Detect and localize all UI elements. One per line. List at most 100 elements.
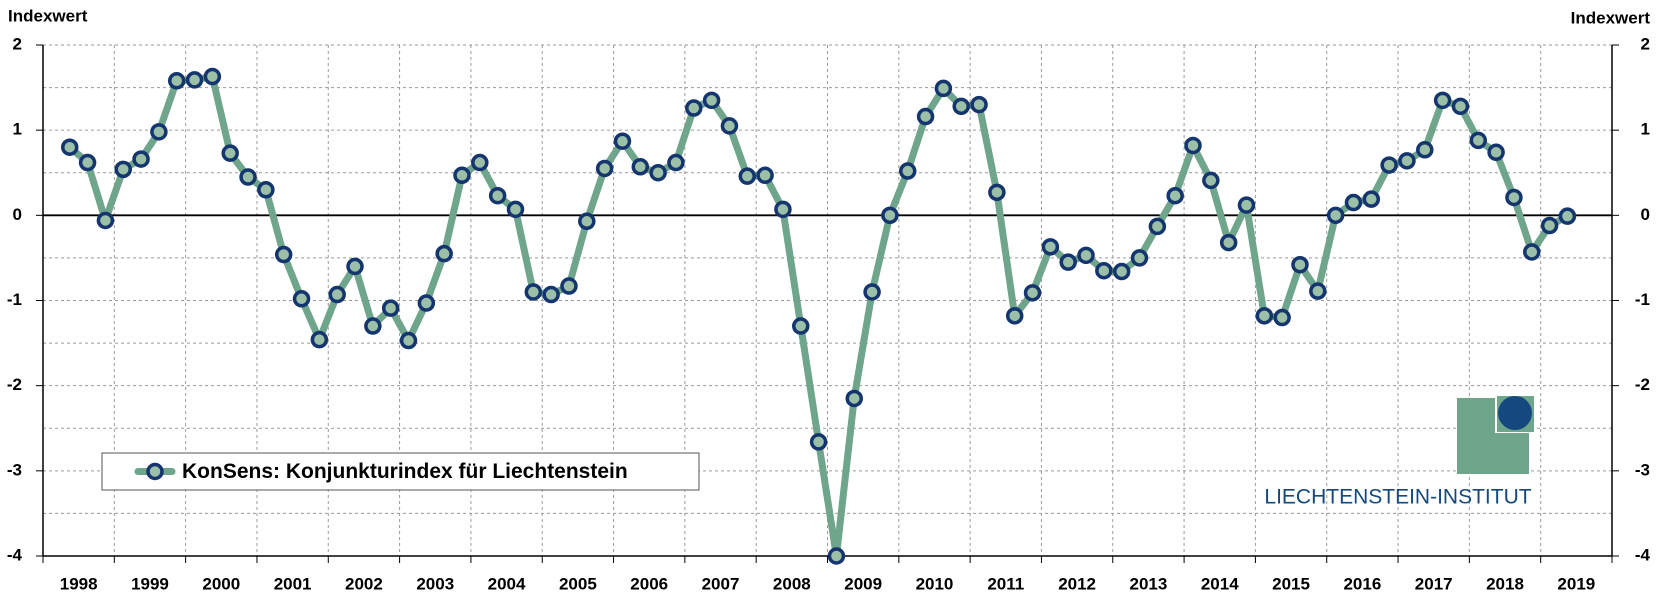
data-point: [1540, 216, 1559, 235]
data-point: [970, 95, 988, 114]
data-point: [257, 181, 275, 199]
x-tick-label: 2004: [488, 574, 526, 593]
x-tick-label: 2013: [1130, 574, 1168, 593]
x-tick-label: 2011: [987, 574, 1024, 593]
data-point: [631, 158, 650, 176]
data-point: [453, 166, 471, 185]
x-tick-label: 2003: [416, 574, 454, 593]
x-tick-label: 2018: [1486, 574, 1524, 593]
data-point: [1380, 156, 1398, 174]
data-point: [1451, 97, 1470, 116]
data-point: [560, 277, 578, 295]
data-point: [1255, 307, 1274, 325]
x-tick-label: 2016: [1343, 574, 1381, 593]
data-point: [150, 123, 168, 141]
data-point: [1166, 186, 1184, 205]
data-point: [1148, 217, 1167, 236]
data-point: [667, 153, 685, 172]
logo: LIECHTENSTEIN-INSTITUT: [1264, 396, 1534, 509]
data-point: [649, 164, 667, 182]
legend: KonSens: Konjunkturindex für Liechtenste…: [101, 452, 700, 491]
data-point: [1059, 253, 1077, 271]
data-point: [1326, 206, 1345, 225]
data-point: [364, 317, 382, 335]
x-tick-label: 2000: [202, 574, 240, 593]
data-point: [1023, 284, 1042, 302]
legend-label: KonSens: Konjunkturindex für Liechtenste…: [182, 460, 628, 483]
data-point: [488, 186, 507, 205]
data-point: [60, 138, 79, 156]
data-point: [1291, 255, 1309, 274]
x-tick-label: 2007: [702, 574, 740, 593]
y-tick-label: -3: [7, 460, 22, 479]
x-tick-label: 2017: [1415, 574, 1453, 593]
y2-tick-label: 2: [1641, 34, 1650, 53]
data-point: [1487, 143, 1505, 162]
data-point: [1202, 171, 1220, 190]
y2-tick-label: -3: [1635, 460, 1650, 479]
y2-axis-label: Indexwert: [1571, 8, 1651, 27]
data-point: [1041, 238, 1060, 256]
data-point: [114, 160, 132, 179]
x-tick-label: 2010: [916, 574, 954, 593]
data-point: [1362, 190, 1381, 208]
data-point: [96, 211, 115, 230]
data-point: [78, 153, 97, 172]
data-point: [898, 162, 917, 180]
data-point: [702, 91, 721, 110]
data-point: [1344, 193, 1363, 212]
y2-tick-label: -1: [1635, 290, 1650, 309]
x-tick-label: 2008: [773, 574, 811, 593]
logo-text: LIECHTENSTEIN-INSTITUT: [1264, 486, 1531, 509]
data-point: [952, 97, 970, 116]
data-point: [1184, 136, 1202, 155]
data-point: [1523, 243, 1541, 261]
data-point: [845, 389, 863, 408]
y-tick-label: 1: [13, 120, 22, 139]
data-point: [417, 294, 436, 312]
data-point: [1112, 262, 1131, 281]
data-point: [274, 245, 293, 264]
data-point: [542, 285, 560, 304]
data-point: [934, 79, 953, 98]
data-point: [328, 285, 346, 304]
y-axis-label: Indexwert: [8, 6, 88, 25]
data-point: [792, 317, 810, 335]
x-tick-label: 2015: [1272, 574, 1310, 593]
y2-tick-label: -2: [1635, 375, 1650, 394]
data-point: [221, 144, 239, 162]
y-tick-label: 2: [13, 34, 22, 53]
data-point: [524, 283, 543, 301]
logo-dot: [1498, 396, 1532, 430]
data-point: [881, 206, 899, 225]
data-point: [827, 547, 846, 565]
data-point: [310, 330, 329, 349]
y2-tick-label: 0: [1641, 205, 1650, 224]
data-point: [1005, 307, 1024, 325]
data-point: [399, 331, 418, 350]
data-point: [1416, 141, 1434, 159]
data-point: [1558, 207, 1577, 225]
data-point: [506, 200, 525, 219]
data-point: [292, 290, 311, 308]
data-point: [239, 168, 257, 186]
data-point: [1309, 282, 1327, 300]
data-point: [1130, 249, 1149, 267]
data-point: [346, 257, 364, 276]
x-tick-label: 2009: [844, 574, 882, 593]
data-point: [381, 299, 400, 317]
data-point: [613, 132, 632, 150]
y-tick-label: 0: [13, 205, 22, 224]
data-point: [167, 72, 186, 90]
data-point: [1219, 233, 1238, 252]
data-point: [1273, 308, 1291, 327]
data-point: [774, 200, 792, 219]
data-point: [1469, 131, 1488, 150]
data-point: [1398, 152, 1416, 170]
data-point: [185, 71, 204, 89]
data-point: [916, 107, 935, 126]
data-point: [720, 117, 739, 135]
y2-tick-label: -4: [1635, 545, 1651, 564]
x-tick-label: 2005: [559, 574, 597, 593]
data-point: [863, 283, 881, 301]
